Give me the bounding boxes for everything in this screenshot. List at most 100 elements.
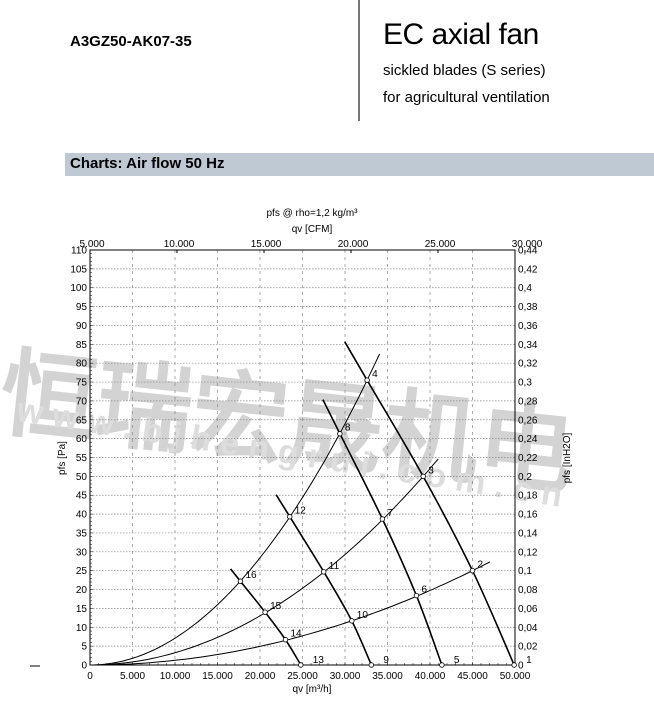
point-label-6: 6 xyxy=(421,585,427,596)
point-label-9: 9 xyxy=(383,655,389,666)
point-label-7: 7 xyxy=(387,508,393,519)
y-tick-label: 75 xyxy=(76,378,88,389)
product-subtitle-1: sickled blades (S series) xyxy=(383,62,546,79)
y2-tick-label: 0,4 xyxy=(518,283,532,294)
point-label-2: 2 xyxy=(478,560,484,571)
y2-tick-label: 0,2 xyxy=(518,472,532,483)
x-tick-label: 50.000 xyxy=(500,671,531,682)
y2-tick-label: 0 xyxy=(518,661,524,672)
y2-axis-label: pfs [InH2O] xyxy=(562,432,573,483)
y-tick-label: 95 xyxy=(76,302,88,313)
x-tick-label: 30.000 xyxy=(330,671,361,682)
operating-point-11 xyxy=(321,569,327,575)
point-label-14: 14 xyxy=(291,629,303,640)
y-tick-label: 20 xyxy=(76,585,88,596)
y-tick-label: 40 xyxy=(76,510,88,521)
operating-point-3 xyxy=(420,473,426,480)
x2-axis-label: qv [CFM] xyxy=(292,224,333,235)
operating-point-4 xyxy=(364,377,370,383)
chart-title: pfs @ rho=1,2 kg/m³ xyxy=(266,208,358,219)
y-tick-label: 0 xyxy=(81,661,87,672)
y-tick-label: 60 xyxy=(76,434,88,445)
x-tick-label: 20.000 xyxy=(245,671,276,682)
x-tick-label: 15.000 xyxy=(202,671,233,682)
y2-tick-label: 0,28 xyxy=(518,396,538,407)
y-tick-label: 85 xyxy=(76,340,88,351)
point-label-4: 4 xyxy=(372,369,378,380)
y-tick-label: 65 xyxy=(76,415,88,426)
y-tick-label: 35 xyxy=(76,528,88,539)
operating-point-5 xyxy=(439,662,445,668)
y-tick-label: 110 xyxy=(71,246,87,257)
product-subtitle-2: for agricultural ventilation xyxy=(383,89,550,106)
y2-tick-label: 0,3 xyxy=(518,378,532,389)
x-tick-label: 35.000 xyxy=(372,671,403,682)
system-curve-3 xyxy=(90,353,381,666)
y-tick-label: 5 xyxy=(81,642,87,653)
y2-tick-label: 0,42 xyxy=(518,264,538,275)
product-title: EC axial fan xyxy=(383,18,539,51)
x-tick-label: 40.000 xyxy=(415,671,446,682)
operating-point-1 xyxy=(511,662,517,668)
y2-tick-label: 0,04 xyxy=(518,623,538,634)
point-label-16: 16 xyxy=(245,570,257,581)
y-tick-label: 30 xyxy=(76,547,88,558)
x2-tick-label: 10.000 xyxy=(164,239,195,250)
point-label-12: 12 xyxy=(295,506,307,517)
point-label-11: 11 xyxy=(329,561,340,572)
y-tick-label: 15 xyxy=(76,604,88,615)
y2-tick-label: 0,32 xyxy=(518,359,538,370)
x-tick-label: 10.000 xyxy=(160,671,191,682)
y2-tick-label: 0,14 xyxy=(518,528,538,539)
model-number: A3GZ50-AK07-35 xyxy=(70,33,192,50)
y2-tick-label: 0,26 xyxy=(518,415,538,426)
operating-point-15 xyxy=(262,609,268,615)
section-title: Charts: Air flow 50 Hz xyxy=(70,155,225,172)
x-tick-label: 45.000 xyxy=(457,671,488,682)
x-tick-label: 0 xyxy=(87,671,93,682)
y-tick-label: 50 xyxy=(76,472,88,483)
x2-tick-label: 20.000 xyxy=(338,239,369,250)
x2-tick-label: 25.000 xyxy=(425,239,456,250)
operating-point-8 xyxy=(337,431,343,437)
y2-tick-label: 0,34 xyxy=(518,340,538,351)
x-axis-label: qv [m³/h] xyxy=(293,684,332,695)
fan-curve-1 xyxy=(344,341,515,666)
point-label-5: 5 xyxy=(454,655,460,666)
y-tick-label: 80 xyxy=(76,359,88,370)
operating-point-12 xyxy=(287,514,293,520)
y-tick-label: 70 xyxy=(76,396,88,407)
point-label-1: 1 xyxy=(526,655,532,666)
y-axis-label: pfs [Pa] xyxy=(57,441,68,475)
operating-point-7 xyxy=(379,516,386,522)
y2-tick-label: 0,06 xyxy=(518,604,538,615)
system-curve-2 xyxy=(90,458,439,666)
y2-tick-label: 0,22 xyxy=(518,453,538,464)
y-tick-label: 100 xyxy=(70,283,87,294)
y-tick-label: 105 xyxy=(70,264,87,275)
operating-point-6 xyxy=(413,592,420,599)
y2-tick-label: 0,44 xyxy=(518,246,538,257)
y2-tick-label: 0,38 xyxy=(518,302,538,313)
x-tick-label: 5.000 xyxy=(120,671,145,682)
y2-tick-label: 0,02 xyxy=(518,642,538,653)
operating-point-10 xyxy=(349,618,355,624)
section-banner: Charts: Air flow 50 Hz xyxy=(65,153,654,176)
point-label-10: 10 xyxy=(357,610,369,621)
y-tick-label: 25 xyxy=(76,566,88,577)
y-tick-label: 45 xyxy=(76,491,88,502)
y2-tick-label: 0,16 xyxy=(518,510,538,521)
y2-tick-label: 0,24 xyxy=(518,434,538,445)
operating-point-13 xyxy=(298,662,304,668)
header-divider xyxy=(358,0,360,121)
y-tick-label: 90 xyxy=(76,321,88,332)
x2-tick-label: 5.000 xyxy=(79,239,104,250)
point-label-8: 8 xyxy=(345,423,351,434)
y2-tick-label: 0,18 xyxy=(518,491,538,502)
point-label-3: 3 xyxy=(428,465,434,476)
x2-tick-label: 15.000 xyxy=(251,239,282,250)
x2-tick-label: 30.000 xyxy=(512,239,543,250)
y2-tick-label: 0,36 xyxy=(518,321,538,332)
y-tick-label: 10 xyxy=(76,623,88,634)
